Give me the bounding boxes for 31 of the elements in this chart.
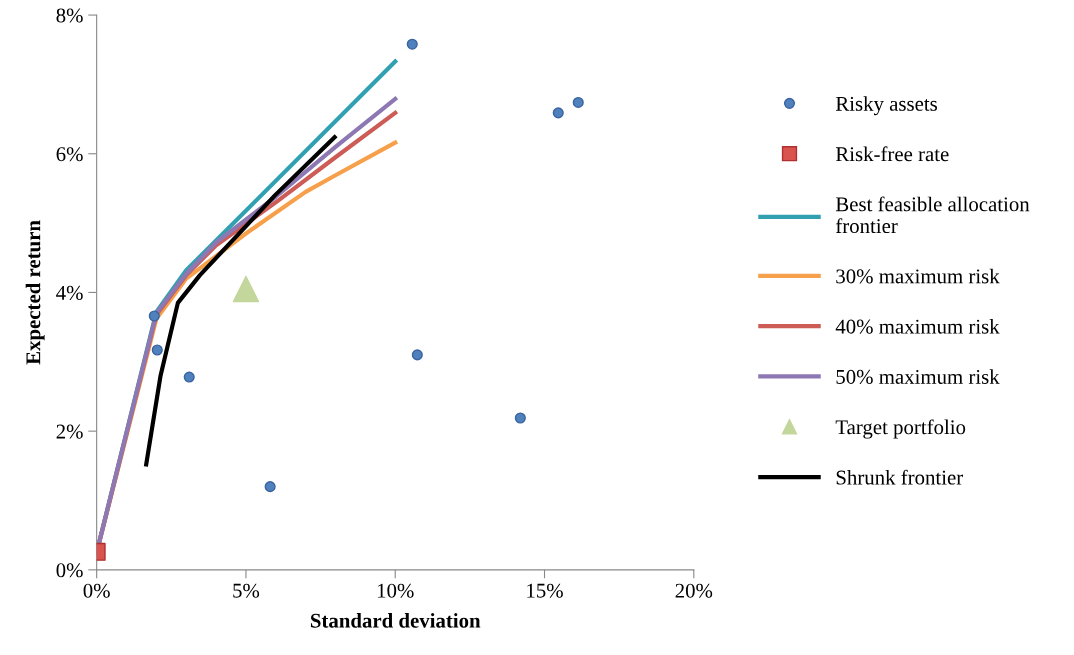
- point: [552, 107, 564, 119]
- legend-label: 50% maximum risk: [836, 369, 1000, 384]
- point: [406, 38, 418, 50]
- point: [183, 371, 195, 383]
- y-tick-label: 8%: [56, 8, 83, 23]
- legend-label: 40% maximum risk: [835, 319, 1000, 334]
- y-tick-label: 2%: [56, 424, 83, 439]
- y-tick-label: 0%: [56, 563, 83, 578]
- legend-label: Risk-free rate: [835, 146, 949, 162]
- legend-label: 30% maximum risk: [836, 268, 1000, 284]
- point: [264, 481, 276, 493]
- x-tick-label: 10%: [377, 583, 414, 598]
- y-tick-label: 6%: [56, 147, 83, 162]
- point: [148, 310, 160, 322]
- legend-label: Best feasible allocation frontier: [835, 196, 1030, 234]
- legend-label: Target portfolio: [835, 419, 966, 439]
- y-tick-label: 4%: [56, 285, 83, 300]
- point: [232, 275, 260, 303]
- point: [572, 96, 584, 108]
- legend-label: Risky assets: [835, 96, 938, 116]
- x-tick-label: 15%: [527, 583, 563, 598]
- point: [411, 349, 423, 361]
- x-tick-label: 20%: [675, 583, 713, 598]
- line-series: [144, 135, 337, 467]
- legend-label: Shrunk frontier: [836, 469, 964, 485]
- x-tick-label: 0%: [83, 583, 110, 598]
- x-tick-label: 5%: [233, 583, 260, 598]
- x-axis-title: Standard deviation: [310, 613, 481, 628]
- y-axis-title: Expected return: [25, 220, 45, 365]
- point: [514, 412, 526, 424]
- point: [151, 344, 163, 356]
